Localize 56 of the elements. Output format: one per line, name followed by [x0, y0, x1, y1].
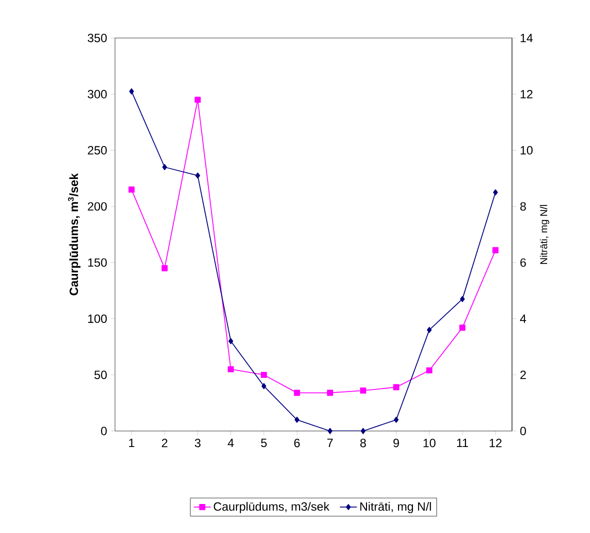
x-tick-label: 8 [360, 438, 366, 448]
y2-tick-label: 12 [520, 90, 532, 98]
point [493, 189, 498, 196]
x-tick-label: 6 [294, 438, 300, 448]
point [194, 96, 201, 103]
x-tick-label: 9 [393, 438, 399, 448]
y2-tick-label: 10 [520, 146, 533, 155]
y-tick-label: 50 [94, 370, 107, 380]
point [426, 367, 432, 374]
y-tick-label: 0 [101, 426, 107, 436]
point [294, 416, 300, 423]
point [261, 383, 266, 390]
point [328, 428, 332, 434]
point [360, 388, 366, 394]
y-tick-label: 250 [88, 146, 107, 155]
y2-tick-label: 0 [520, 426, 526, 436]
y2-tick-label: 8 [520, 202, 526, 211]
y-tick-label: 200 [88, 202, 107, 211]
point [162, 265, 168, 272]
x-tick-label: 10 [424, 438, 436, 448]
y2-tick-label: 4 [520, 314, 526, 323]
x-tick-label: 12 [490, 438, 502, 448]
x-tick-label: 4 [228, 438, 234, 447]
point [162, 164, 168, 170]
point [426, 326, 432, 333]
point [459, 324, 466, 331]
point [394, 416, 399, 423]
legend-label: Nitrāti, mg N/l [360, 502, 431, 514]
y-axis-title: Caurplūdums, m$^{3}$/sek [68, 173, 80, 296]
point [492, 247, 499, 254]
y2-tick-label: 14 [520, 34, 533, 42]
point [195, 172, 200, 179]
point [294, 390, 300, 396]
point [393, 384, 400, 390]
y2-tick-label: 2 [520, 370, 526, 380]
point [228, 366, 234, 372]
point [228, 338, 234, 344]
point [327, 390, 334, 396]
point [460, 296, 465, 302]
x-tick-label: 3 [194, 438, 201, 448]
point [128, 186, 135, 193]
x-tick-label: 11 [457, 438, 468, 447]
x-tick-label: 5 [261, 438, 267, 448]
y-tick-label: 150 [88, 258, 107, 267]
y2-axis-title: Nitrāti, mg N/l [540, 205, 550, 264]
y-tick-label: 300 [88, 90, 107, 98]
legend-label: Caurplūdums, m3/sek [214, 502, 330, 514]
x-tick-label: 1 [129, 438, 134, 447]
x-tick-label: 7 [327, 438, 333, 447]
point [129, 88, 134, 94]
y-tick-label: 100 [88, 314, 107, 323]
y2-tick-label: 6 [520, 258, 526, 267]
point [260, 372, 267, 378]
point [360, 428, 366, 434]
x-tick-label: 2 [162, 438, 168, 448]
y-tick-label: 350 [88, 34, 107, 42]
